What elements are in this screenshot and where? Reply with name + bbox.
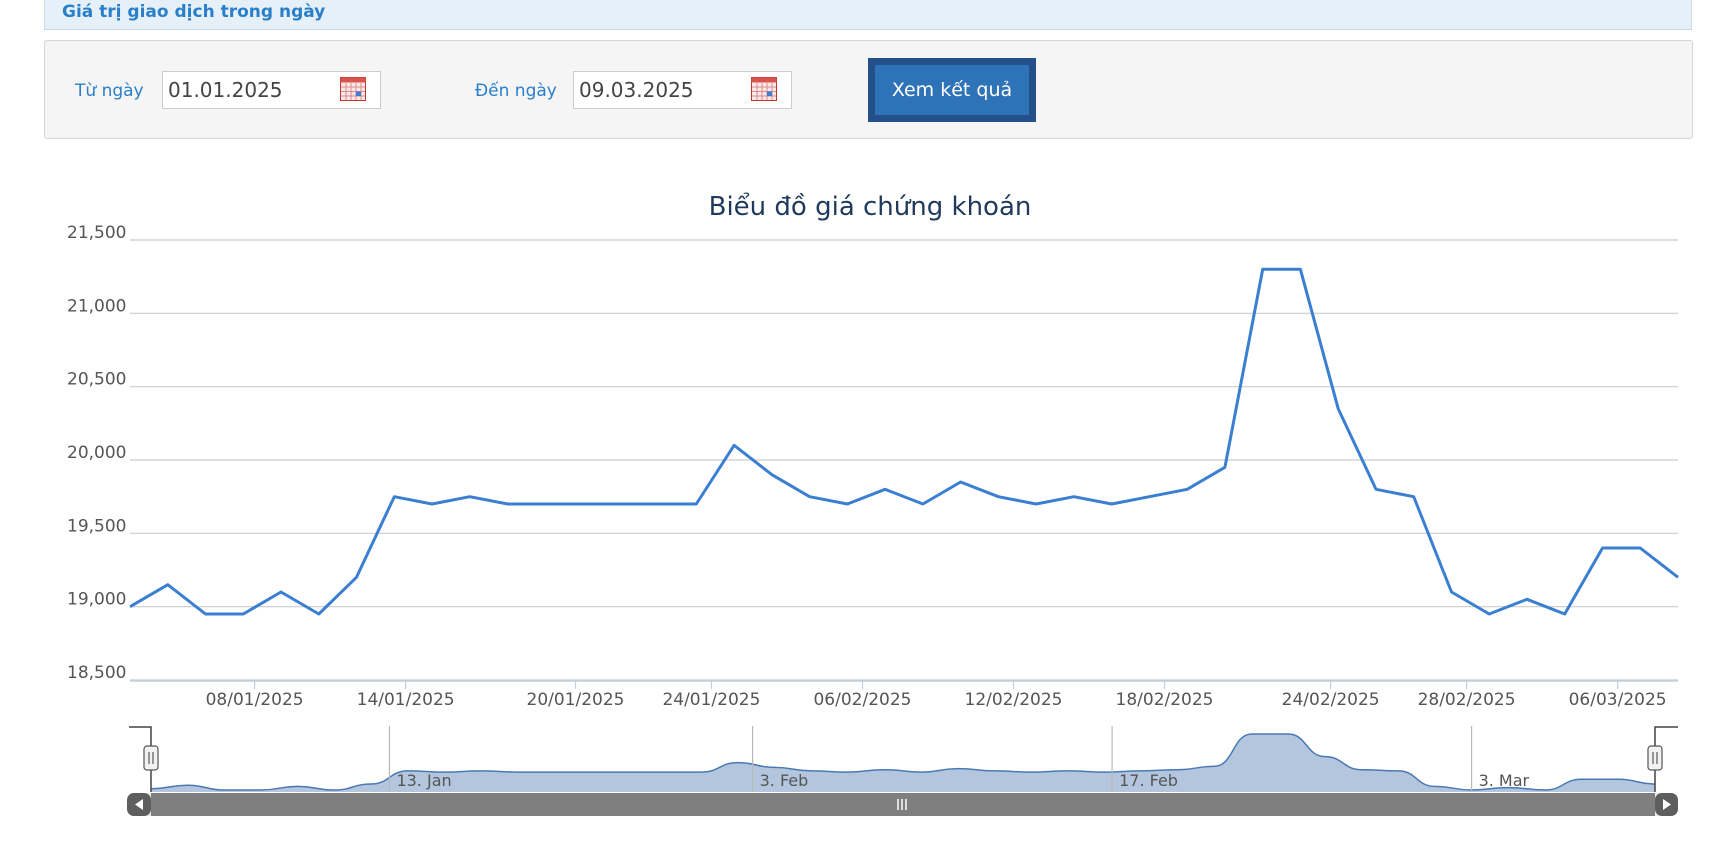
from-date-input[interactable] (168, 75, 328, 105)
x-tick-label: 28/02/2025 (1418, 690, 1516, 710)
submit-button-label: Xem kết quả (875, 65, 1029, 115)
navigator-label: 3. Feb (760, 771, 809, 790)
calendar-icon[interactable] (751, 77, 777, 101)
y-tick-label: 19,000 (67, 590, 126, 610)
x-tick-label: 14/01/2025 (357, 690, 455, 710)
to-date-label: Đến ngày (475, 81, 557, 101)
section-title: Giá trị giao dịch trong ngày (62, 2, 326, 22)
x-tick-label: 18/02/2025 (1116, 690, 1214, 710)
from-date-label: Từ ngày (75, 81, 144, 101)
date-filter-panel: Từ ngày Đến ngày (44, 40, 1693, 139)
from-date-field (162, 71, 381, 109)
to-date-input[interactable] (579, 75, 739, 105)
arrow-right-icon[interactable] (1655, 793, 1678, 816)
x-tick-label: 08/01/2025 (206, 690, 304, 710)
y-tick-label: 20,500 (67, 370, 126, 390)
y-tick-label: 20,000 (67, 443, 126, 463)
navigator-label: 13. Jan (396, 771, 451, 790)
y-tick-label: 19,500 (67, 516, 126, 536)
navigator-label: 17. Feb (1119, 771, 1178, 790)
y-tick-label: 21,000 (67, 296, 126, 316)
to-date-field (573, 71, 792, 109)
grip-icon[interactable] (897, 799, 907, 810)
chart-title: Biểu đồ giá chứng khoán (709, 191, 1032, 222)
section-header: Giá trị giao dịch trong ngày (44, 0, 1692, 30)
x-tick-label: 06/02/2025 (813, 690, 911, 710)
arrow-left-icon[interactable] (127, 793, 151, 816)
scrollbar-thumb[interactable] (151, 793, 1655, 816)
calendar-icon[interactable] (340, 77, 366, 101)
x-tick-label: 20/01/2025 (527, 690, 625, 710)
y-tick-label: 18,500 (67, 663, 126, 683)
x-tick-label: 06/03/2025 (1569, 690, 1667, 710)
price-series-line (129, 267, 1679, 616)
navigator-series-line (150, 733, 1656, 791)
x-tick-label: 12/02/2025 (965, 690, 1063, 710)
x-tick-label: 24/02/2025 (1282, 690, 1380, 710)
navigator-label: 3. Mar (1479, 771, 1530, 790)
navigator[interactable]: 13. Jan 3. Feb 17. Feb 3. Mar (127, 726, 1678, 816)
grip-icon[interactable] (143, 745, 159, 771)
submit-button[interactable]: Xem kết quả (868, 58, 1036, 122)
x-tick-label: 24/01/2025 (662, 690, 760, 710)
grip-icon[interactable] (1647, 745, 1663, 771)
navigator-area (151, 734, 1655, 792)
y-tick-label: 21,500 (67, 223, 126, 243)
